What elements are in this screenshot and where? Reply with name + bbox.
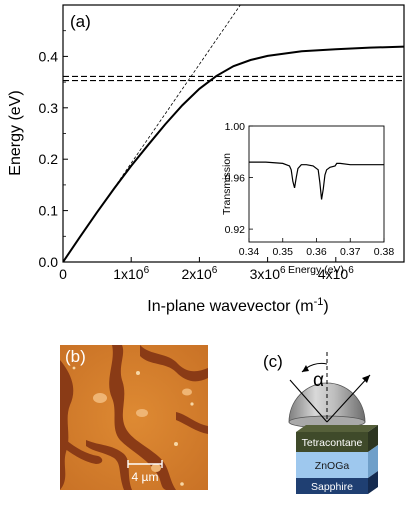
panel-a-series — [63, 5, 404, 262]
layer-sapphire-front — [296, 478, 368, 494]
panel-a-xlabel: In-plane wavevector (m-1) — [147, 296, 328, 315]
inset-ylabel: Transmission — [221, 153, 233, 215]
panel-a-xtick-label: 0 — [59, 266, 67, 282]
panel-a-ytick-label: 0.4 — [39, 48, 59, 64]
panel-a-label: (a) — [70, 12, 91, 31]
layer-sapphire-side — [368, 471, 378, 494]
layer-tetracontane-front — [296, 432, 368, 452]
scale-bar: 4 µm — [127, 460, 163, 484]
layer-znoga-side — [368, 445, 378, 478]
panel-a-series-0-solid — [63, 45, 404, 262]
panel-a-xtick-label: 3x106 — [250, 265, 286, 282]
inset-xlabel: Energy (eV) — [288, 264, 344, 276]
inset-series — [249, 161, 384, 200]
inset-xtick-label: 0.34 — [239, 246, 260, 258]
panel-a-ytick-label: 0.2 — [39, 151, 59, 167]
inset-ytick-label: 1.00 — [225, 121, 246, 133]
afm-bright-islands — [72, 366, 194, 486]
inset-ytick-label: 0.92 — [225, 224, 246, 236]
layer-znoga-front — [296, 452, 368, 478]
panel-a-xtick-label: 1x106 — [113, 265, 149, 282]
panel-a-ticks: 0 1x106 2x106 3x106 4x106 0.0 0.1 0.2 0.3 0.4 — [39, 30, 354, 282]
panel-a-inset: 0.34 0.35 0.36 0.37 0.38 0.92 0.96 1.00 Transmi… — [221, 121, 394, 276]
panel-b-afm-image: (b) 4 µm — [60, 345, 208, 490]
layer-tetracontane-top — [296, 425, 378, 432]
panel-a-ytick-label: 0.0 — [39, 254, 59, 270]
panel-a-xtick-label: 2x106 — [181, 265, 217, 282]
inset-frame — [248, 125, 385, 243]
panel-c-schematic: (c) α Tetracontane ZnOGa — [263, 352, 378, 494]
angle-alpha-symbol: α — [313, 370, 324, 391]
beam-geometry: α — [289, 352, 371, 423]
panel-a-series-1-dashed-thin — [63, 5, 241, 262]
afm-dark-domains — [60, 345, 208, 490]
scale-bar-label: 4 µm — [132, 470, 159, 484]
layer-tetracontane-side — [368, 425, 378, 452]
panel-a-ytick-label: 0.1 — [39, 203, 59, 219]
panel-b-label: (b) — [65, 347, 86, 366]
inset-ytick-label: 0.96 — [225, 173, 246, 185]
layer-label-znoga: ZnOGa — [315, 460, 350, 472]
inset-xtick-label: 0.36 — [306, 246, 327, 258]
layer-label-sapphire: Sapphire — [311, 481, 353, 493]
panel-a-xtick-label: 4x106 — [318, 265, 354, 282]
layer-stack: Tetracontane ZnOGa Sapphire — [296, 425, 378, 494]
inset-ticks: 0.34 0.35 0.36 0.37 0.38 0.92 0.96 1.00 — [225, 121, 395, 258]
layer-label-tetracontane: Tetracontane — [302, 437, 363, 449]
panel-c-label: (c) — [263, 352, 283, 371]
panel-a-ytick-label: 0.3 — [39, 100, 59, 116]
inset-xtick-label: 0.35 — [273, 246, 294, 258]
inset-series-0 — [249, 161, 384, 200]
panel-a-chart: 0 1x106 2x106 3x106 4x106 0.0 0.1 0.2 0.3 0.4 (a)… — [7, 4, 405, 315]
panel-a-ylabel: Energy (eV) — [7, 90, 24, 175]
inset-xtick-label: 0.37 — [340, 246, 361, 258]
inset-xtick-label: 0.38 — [374, 246, 395, 258]
